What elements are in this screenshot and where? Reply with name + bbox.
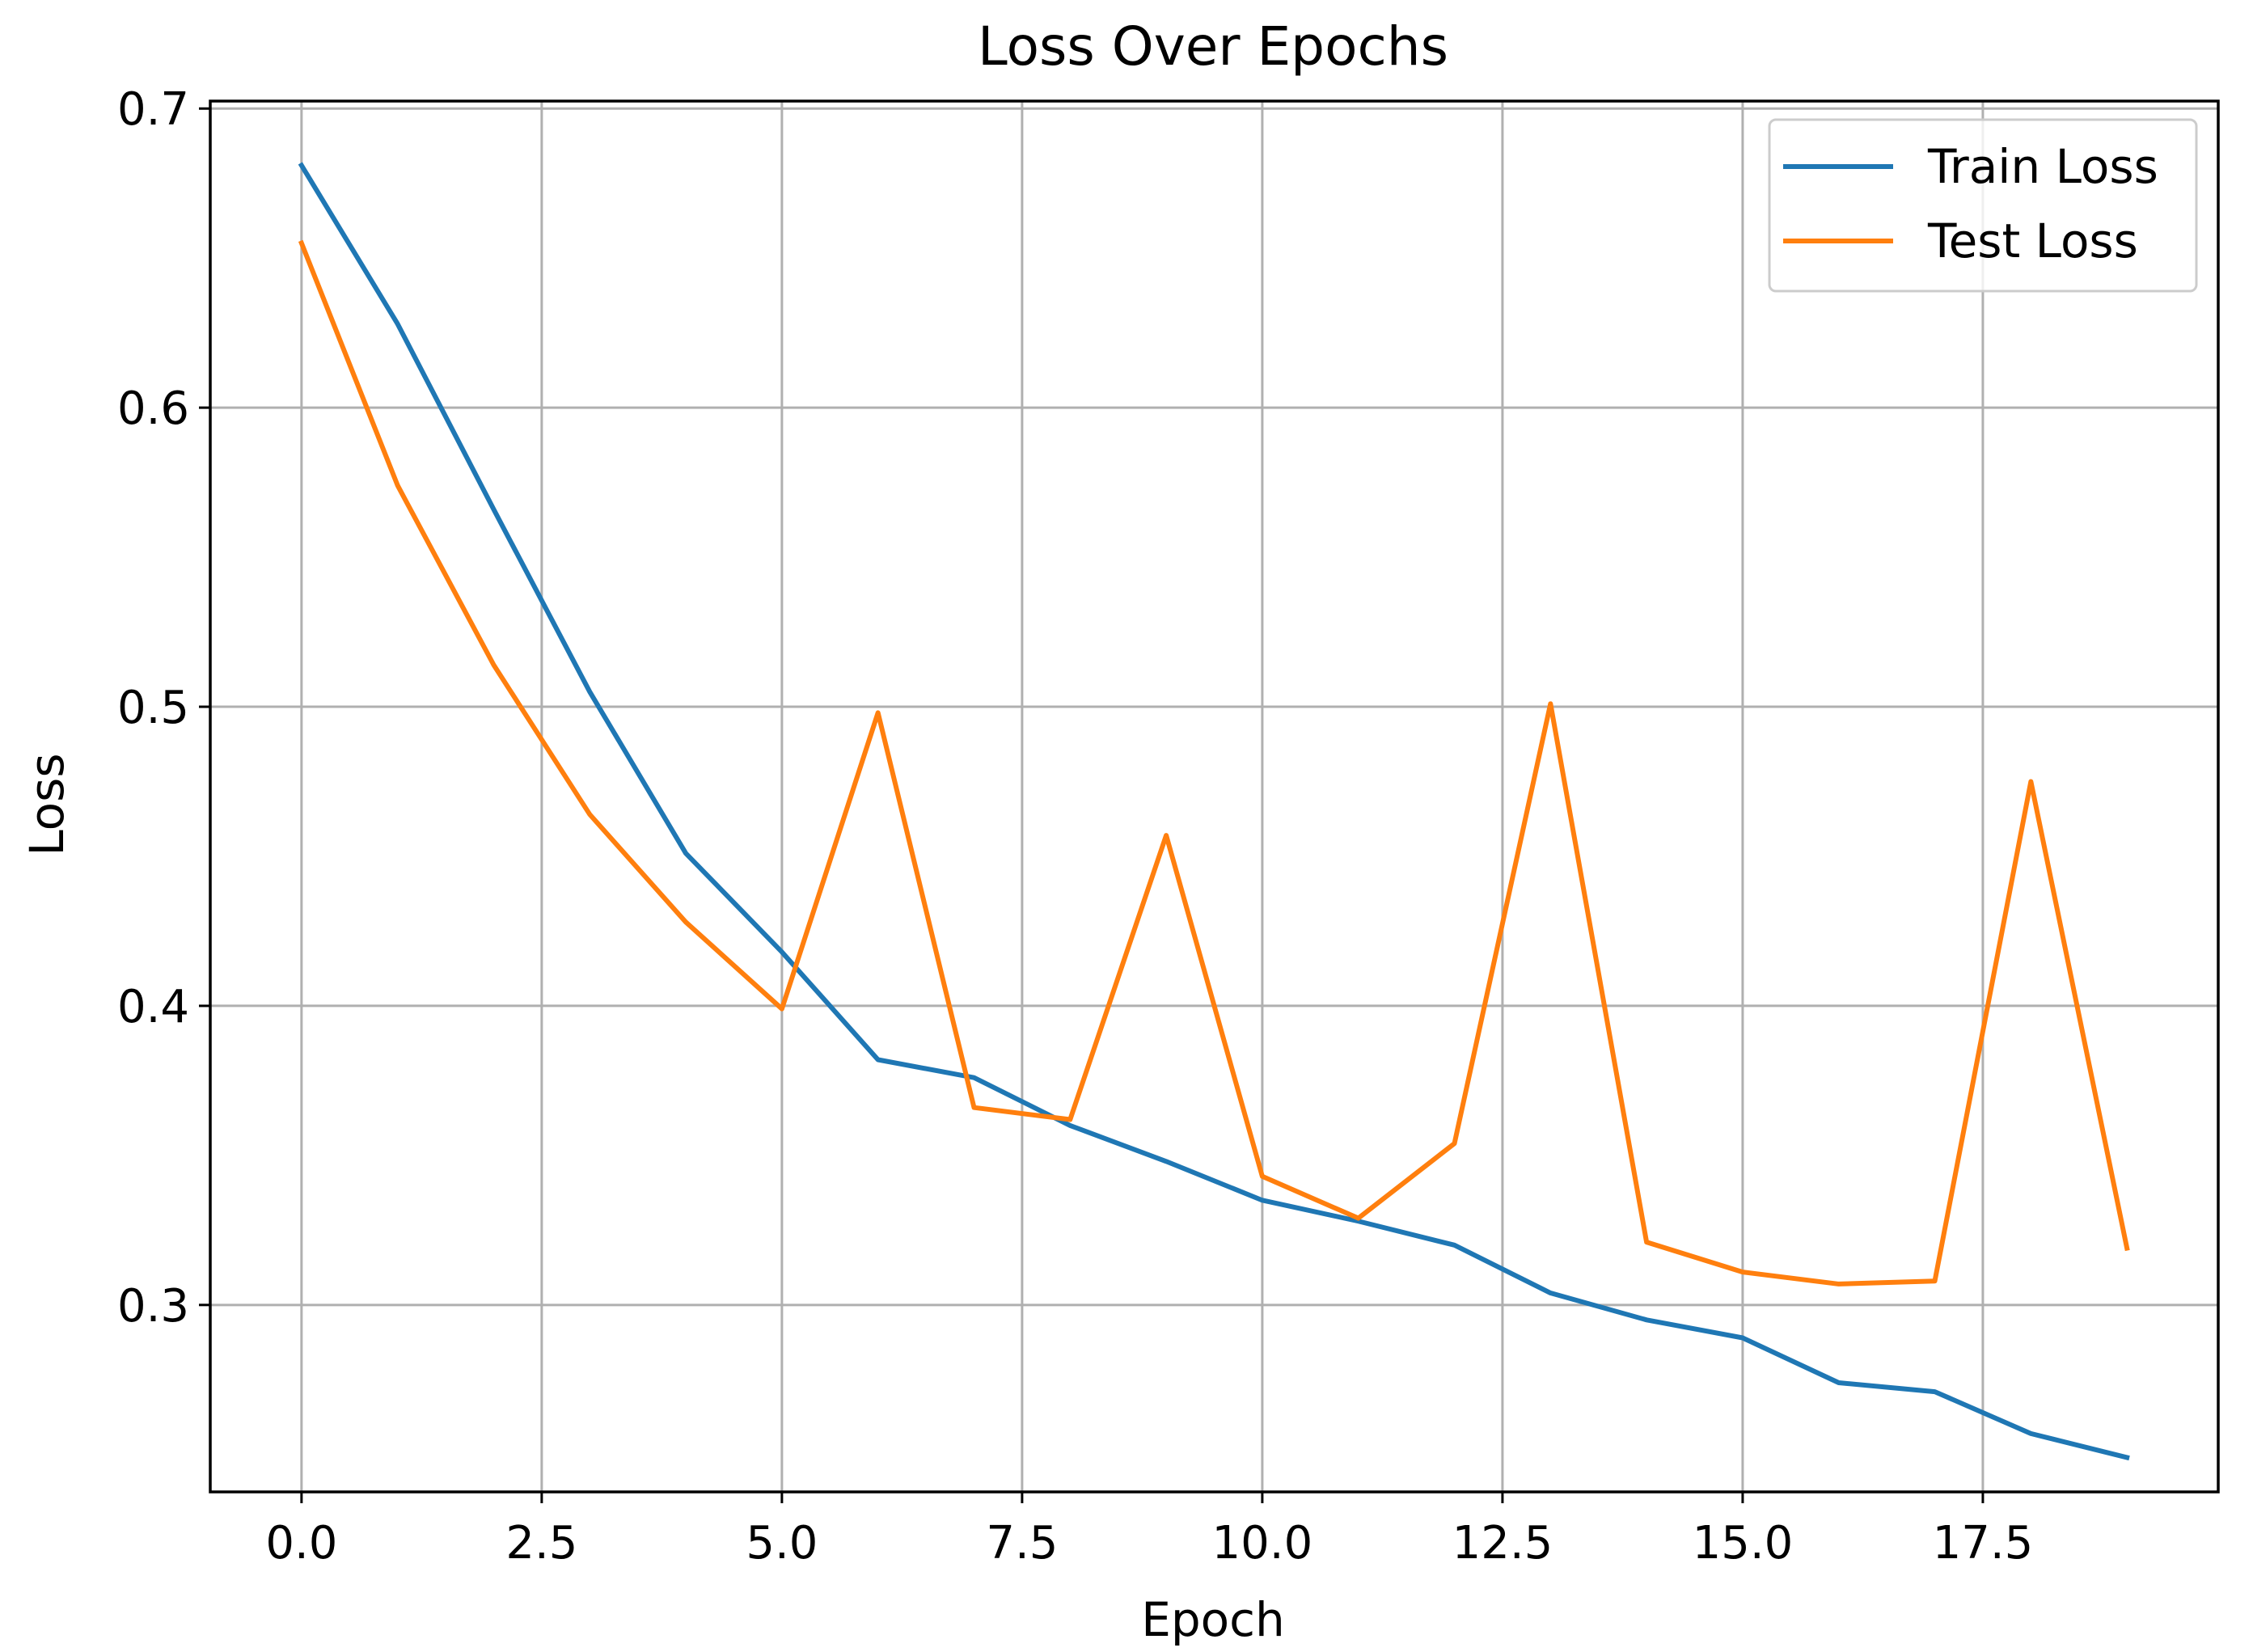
chart-title: Loss Over Epochs [978,15,1448,78]
y-axis-label: Loss [19,753,74,856]
legend: Train Loss Test Loss [1768,118,2198,293]
plot-frame [209,99,2220,1494]
x-tick-label: 0.0 [265,1517,337,1570]
x-tick-label: 15.0 [1693,1517,1794,1570]
x-tick-label: 12.5 [1452,1517,1553,1570]
series-line-train-loss [298,162,2130,1461]
legend-box [1768,118,2198,293]
x-tick-label: 10.0 [1212,1517,1313,1570]
x-tick-label: 2.5 [505,1517,577,1570]
series-lines [298,162,2130,1461]
legend-label-test-loss: Test Loss [1927,213,2138,268]
x-tick-label: 7.5 [986,1517,1058,1570]
x-tick-label: 5.0 [746,1517,818,1570]
x-axis-label: Epoch [1141,1592,1285,1647]
y-tick-label: 0.5 [117,682,189,734]
series-line-test-loss [298,239,2130,1287]
y-tick-label: 0.4 [117,981,189,1033]
ticks: 0.0 2.5 5.0 7.5 10.0 12.5 15.0 17.5 0.3 0.4 0.5 0.6… [117,83,2033,1570]
y-tick-label: 0.6 [117,382,189,435]
legend-label-train-loss: Train Loss [1927,139,2158,194]
y-tick-label: 0.3 [117,1280,189,1333]
y-tick-label: 0.7 [117,83,189,136]
x-tick-label: 17.5 [1933,1517,2034,1570]
